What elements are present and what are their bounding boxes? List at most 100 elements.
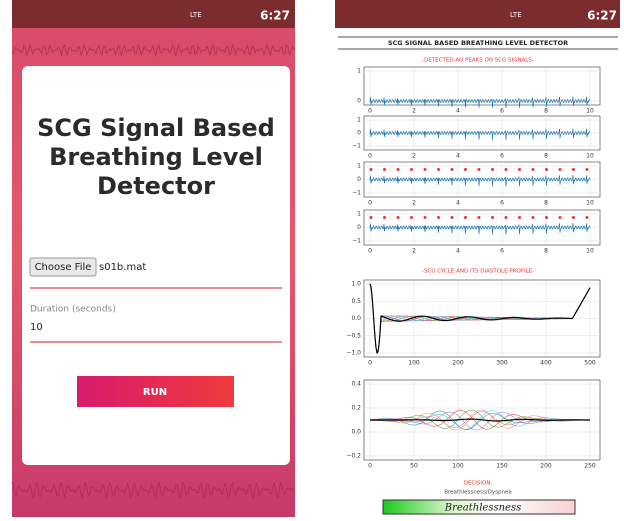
signal: [369, 410, 590, 431]
peak-marker: [531, 216, 535, 219]
x-tick-label: 2: [412, 108, 416, 115]
peak-marker: [423, 168, 427, 171]
x-tick-label: 6: [500, 248, 504, 255]
peak-marker: [423, 216, 427, 219]
signal: [369, 283, 591, 355]
x-tick-label: 6: [500, 200, 504, 207]
y-tick-label: −1.0: [346, 350, 361, 357]
peak-marker: [437, 216, 440, 219]
x-tick-label: 250: [584, 463, 596, 470]
peak-marker: [437, 168, 440, 171]
peak-marker: [383, 168, 386, 171]
y-tick-label: 0.4: [351, 381, 361, 388]
x-tick-label: 0: [368, 200, 372, 207]
peak-marker: [369, 216, 373, 219]
peak-marker: [504, 168, 508, 171]
x-tick-label: 6: [500, 153, 504, 160]
x-tick-label: 6: [500, 108, 504, 115]
run-button[interactable]: [77, 376, 234, 407]
x-tick-label: 4: [456, 248, 460, 255]
x-tick-label: 10: [586, 200, 594, 207]
x-tick-label: 0: [368, 153, 372, 160]
y-tick-label: 1: [357, 163, 361, 170]
x-tick-label: 2: [412, 153, 416, 160]
decision-sub: Breathlessness/Dyspnea: [444, 490, 512, 496]
peak-marker: [410, 168, 413, 171]
peak-marker: [450, 168, 454, 171]
section-title: -DETECTED AO PEAKS ON SCG SIGNALS-: [422, 58, 534, 64]
y-tick-label: −0.2: [346, 453, 361, 460]
peak-marker: [464, 168, 467, 171]
background-wave: [11, 42, 295, 500]
peak-marker: [410, 216, 413, 219]
x-tick-label: 300: [496, 360, 508, 367]
peak-marker: [518, 216, 521, 219]
peak-marker: [383, 216, 386, 219]
y-tick-label: 1.0: [351, 281, 361, 288]
y-tick-label: 0: [357, 224, 361, 231]
peak-marker: [545, 168, 548, 171]
x-tick-label: 10: [586, 248, 594, 255]
x-tick-label: 4: [456, 153, 460, 160]
signal: [369, 223, 591, 235]
x-tick-label: 400: [540, 360, 552, 367]
section-title: -SCG CYCLE AND ITS DIASTOLE PROFILE-: [422, 269, 534, 275]
x-tick-label: 8: [544, 108, 548, 115]
x-tick-label: 200: [540, 463, 552, 470]
status-time: 6:27: [260, 9, 290, 23]
x-tick-label: 8: [544, 248, 548, 255]
x-tick-label: 4: [456, 200, 460, 207]
y-tick-label: 1: [357, 117, 361, 124]
signal: [369, 128, 591, 140]
y-tick-label: −1: [352, 143, 361, 150]
x-tick-label: 2: [412, 248, 416, 255]
decision-label: DECISION:: [464, 481, 493, 487]
status-bar: [12, 0, 295, 28]
signal: [369, 96, 591, 108]
y-tick-label: 1: [357, 68, 361, 75]
x-tick-label: 100: [408, 360, 420, 367]
signal: [369, 410, 590, 430]
peak-marker: [504, 216, 508, 219]
decision-value: Breathlessness: [444, 503, 521, 514]
peak-marker: [531, 168, 535, 171]
peak-marker: [572, 168, 575, 171]
plot-frame: [363, 66, 601, 106]
y-tick-label: 0.0: [351, 429, 361, 436]
y-tick-label: 0: [357, 130, 361, 137]
x-tick-label: 0: [368, 463, 372, 470]
peak-marker: [545, 216, 548, 219]
y-tick-label: 0.5: [351, 298, 361, 305]
x-tick-label: 8: [544, 153, 548, 160]
y-tick-label: 0.0: [351, 315, 361, 322]
y-tick-label: 0: [357, 176, 361, 183]
peak-marker: [558, 168, 562, 171]
peak-marker: [396, 216, 400, 219]
file-button[interactable]: [29, 257, 97, 277]
status-time: 6:27: [587, 9, 617, 23]
x-tick-label: 0: [368, 108, 372, 115]
file-button-label: Choose File: [35, 262, 92, 273]
status-net: LTE: [190, 11, 202, 19]
x-tick-label: 10: [586, 108, 594, 115]
peak-marker: [477, 168, 481, 171]
peak-marker: [558, 216, 562, 219]
x-tick-label: 0: [368, 248, 372, 255]
y-tick-label: −0.5: [346, 332, 361, 339]
y-tick-label: −1: [352, 238, 361, 245]
title-line: SCG Signal Based: [37, 114, 275, 142]
peak-marker: [464, 216, 467, 219]
x-tick-label: 150: [496, 463, 508, 470]
duration-value[interactable]: 10: [30, 322, 43, 333]
peak-marker: [518, 168, 521, 171]
status-bar: [335, 0, 620, 28]
signal: [370, 418, 590, 422]
x-tick-label: 50: [410, 463, 418, 470]
signal: [369, 175, 591, 187]
decision-bar: [382, 499, 576, 515]
x-tick-label: 0: [368, 360, 372, 367]
file-name: s01b.mat: [99, 262, 146, 273]
